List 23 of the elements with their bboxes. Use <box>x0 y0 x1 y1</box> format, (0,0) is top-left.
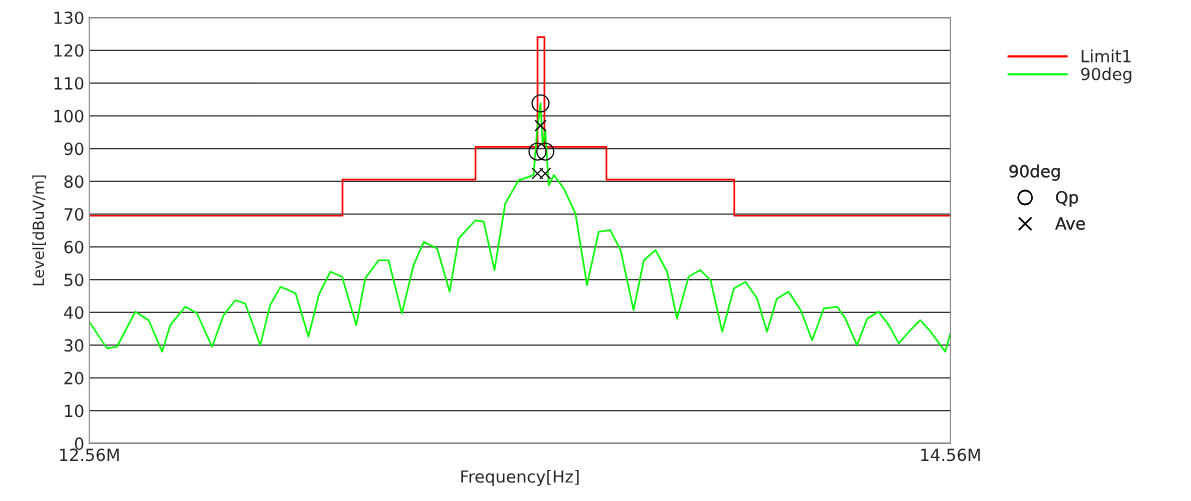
legend-label: Ave <box>1055 217 1085 230</box>
y-tick-label: 100 <box>54 109 84 123</box>
y-tick-label: 50 <box>64 273 84 287</box>
x-tick-label: 12.56M <box>60 448 119 462</box>
legend-label: Qp <box>1056 190 1078 207</box>
legend-label: 90deg <box>1081 67 1132 84</box>
legend-title: 90deg <box>1009 164 1060 181</box>
y-tick-label: 110 <box>54 77 84 90</box>
y-tick-label: 80 <box>64 175 84 188</box>
y-tick-label: 90 <box>64 142 84 156</box>
y-tick-label: 120 <box>54 44 84 57</box>
y-tick-label: 0 <box>74 437 84 450</box>
y-axis-title: Level[dBuV/m] <box>32 175 46 286</box>
y-tick-label: 20 <box>64 371 84 385</box>
y-tick-label: 30 <box>64 339 84 352</box>
x-axis-title: Frequency[Hz] <box>461 469 579 487</box>
x-tick-label: 14.56M <box>921 448 980 462</box>
y-tick-label: 130 <box>54 11 84 25</box>
legend-label: Limit1 <box>1081 49 1131 63</box>
y-tick-label: 10 <box>65 404 84 418</box>
y-tick-label: 70 <box>64 208 84 221</box>
y-tick-label: 60 <box>64 240 84 254</box>
y-tick-label: 40 <box>64 306 84 319</box>
